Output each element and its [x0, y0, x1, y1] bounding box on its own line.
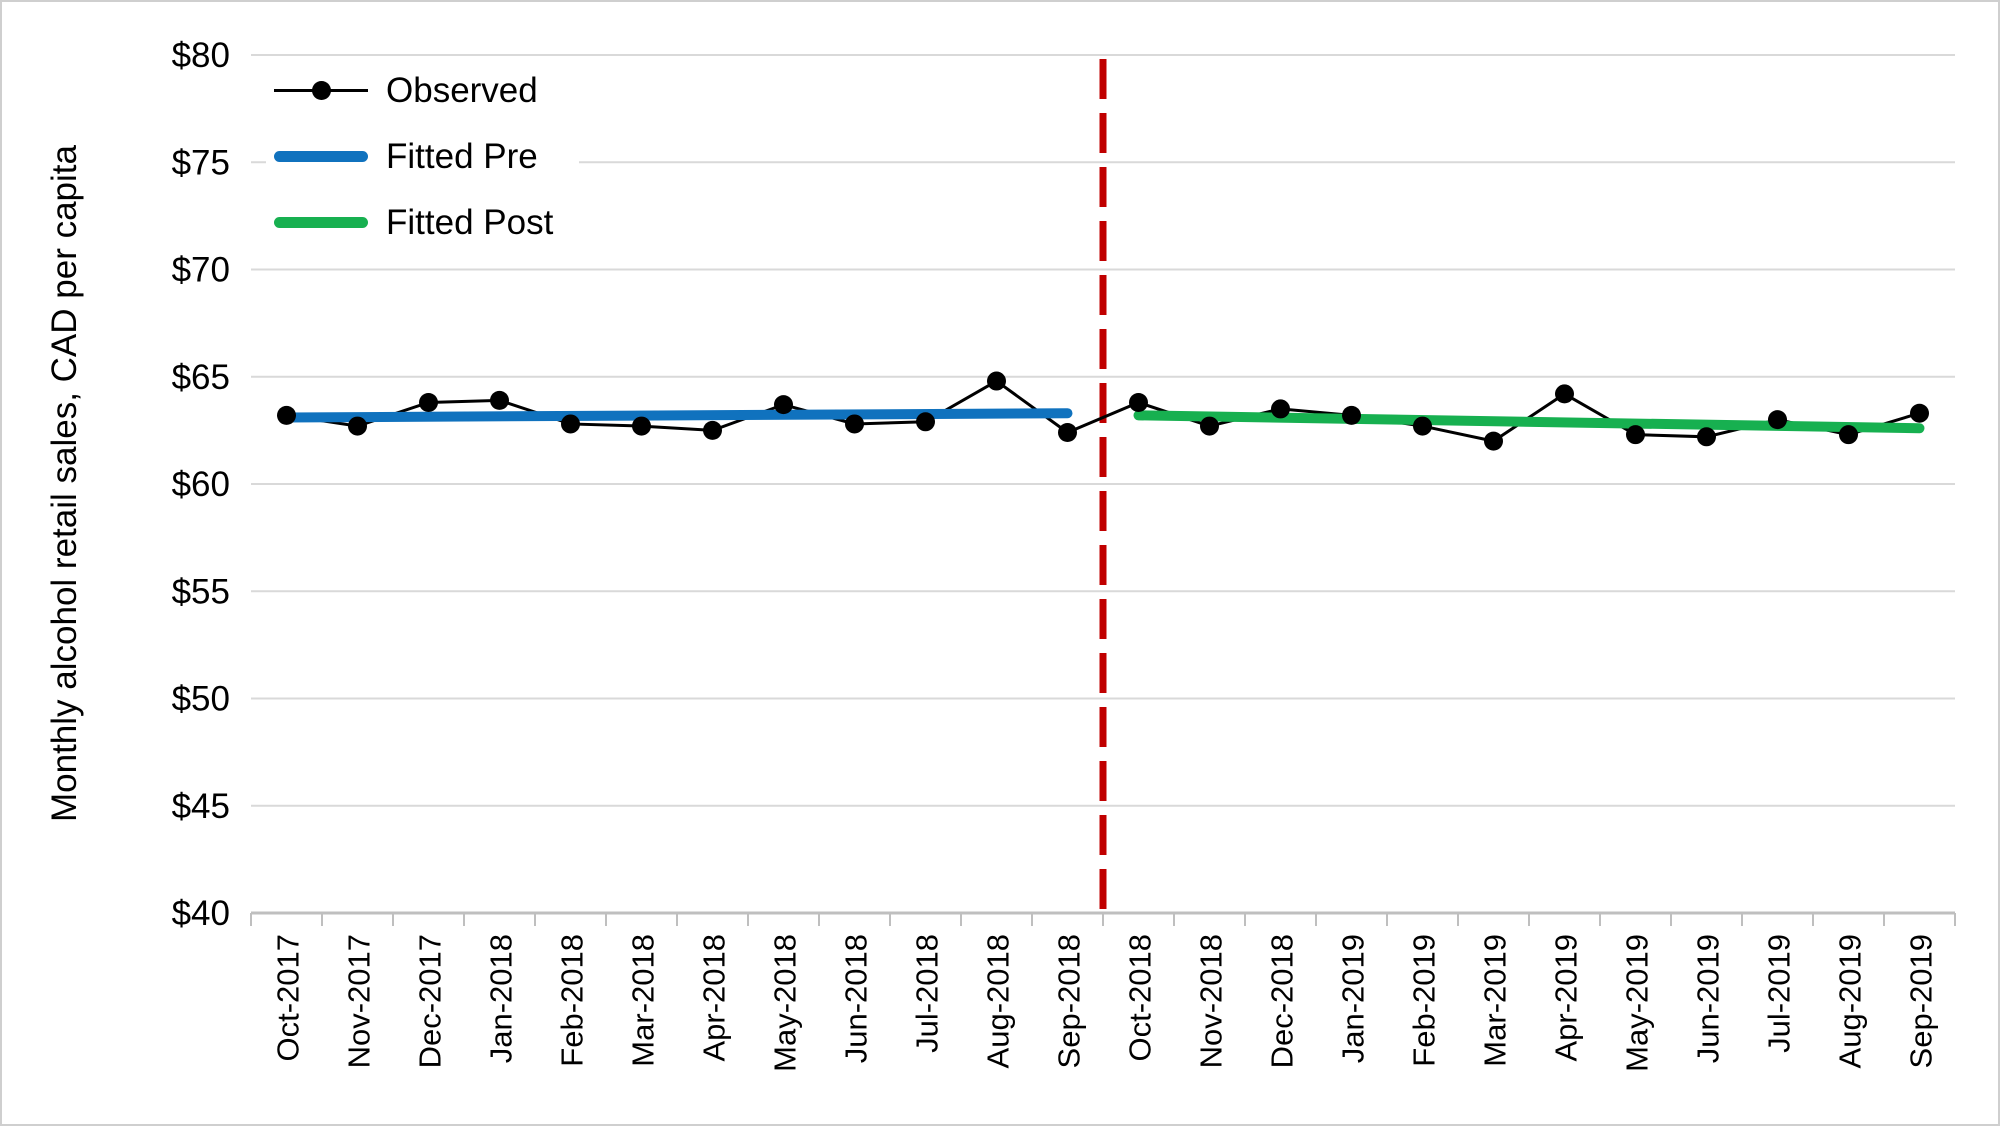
x-tick-label: May-2018	[768, 934, 803, 1072]
data-point-Jun-2019	[1697, 427, 1716, 447]
x-tick-label: Oct-2018	[1123, 934, 1158, 1062]
x-tick-label: Aug-2018	[981, 934, 1016, 1068]
data-point-Feb-2019	[1413, 416, 1432, 436]
data-point-Sep-2019	[1910, 403, 1929, 423]
legend-item-observed: Observed	[274, 64, 553, 116]
observed-line-marker-icon	[274, 79, 368, 101]
data-point-Nov-2017	[348, 416, 367, 436]
y-tick-label: $65	[172, 358, 230, 397]
data-point-Mar-2019	[1484, 431, 1503, 451]
data-point-May-2018	[774, 395, 793, 415]
y-tick-label: $75	[172, 143, 230, 182]
legend: Observed Fitted Pre Fitted Post	[266, 60, 580, 258]
data-point-Apr-2018	[703, 420, 722, 440]
x-tick-label: Jan-2019	[1336, 934, 1371, 1063]
y-axis-title: Monthly alcohol retail sales, CAD per ca…	[45, 145, 84, 823]
data-point-Dec-2017	[419, 392, 438, 412]
x-tick-label: Mar-2018	[626, 934, 661, 1067]
x-tick-label: Mar-2019	[1478, 934, 1513, 1067]
data-point-Jan-2019	[1342, 405, 1361, 425]
data-point-Oct-2018	[1129, 392, 1148, 412]
x-tick-label: Oct-2017	[271, 934, 306, 1062]
x-tick-label: Nov-2017	[342, 934, 377, 1068]
data-point-Jun-2018	[845, 414, 864, 434]
y-tick-label: $45	[172, 787, 230, 826]
fitted-pre-line-icon	[274, 145, 368, 167]
x-tick-label: Nov-2018	[1194, 934, 1229, 1068]
data-point-May-2019	[1626, 425, 1645, 445]
x-tick-label: Jan-2018	[484, 934, 519, 1063]
x-tick-label: Jun-2018	[839, 934, 874, 1063]
y-tick-label: $40	[172, 894, 230, 933]
x-tick-label: Jul-2018	[910, 934, 945, 1053]
x-tick-label: Apr-2019	[1549, 934, 1584, 1062]
legend-label-fitted-post: Fitted Post	[386, 202, 554, 242]
legend-item-fitted-pre: Fitted Pre	[274, 130, 553, 182]
data-point-Nov-2018	[1200, 416, 1219, 436]
x-tick-label: Feb-2019	[1407, 934, 1442, 1067]
data-point-Feb-2018	[561, 414, 580, 434]
data-point-Dec-2018	[1271, 399, 1290, 419]
x-tick-label: Feb-2018	[555, 934, 590, 1067]
y-tick-label: $70	[172, 251, 230, 290]
x-tick-label: Jul-2019	[1762, 934, 1797, 1053]
data-point-Aug-2019	[1839, 425, 1858, 445]
legend-label-fitted-pre: Fitted Pre	[386, 136, 538, 176]
data-point-Jan-2018	[490, 390, 509, 410]
y-tick-label: $55	[172, 572, 230, 611]
x-tick-label: May-2019	[1620, 934, 1655, 1072]
x-tick-label: Dec-2017	[413, 934, 448, 1068]
x-tick-label: Aug-2019	[1833, 934, 1868, 1068]
x-tick-label: Jun-2019	[1691, 934, 1726, 1063]
y-tick-label: $50	[172, 680, 230, 719]
fitted-post-line	[1133, 410, 1925, 434]
legend-item-fitted-post: Fitted Post	[274, 196, 553, 248]
x-tick-label: Sep-2018	[1052, 934, 1087, 1068]
x-tick-label: Dec-2018	[1265, 934, 1300, 1068]
y-tick-label: $60	[172, 465, 230, 504]
data-point-Mar-2018	[632, 416, 651, 436]
x-tick-label: Sep-2019	[1904, 934, 1939, 1068]
data-point-Apr-2019	[1555, 384, 1574, 404]
data-point-Aug-2018	[987, 371, 1006, 391]
data-point-Jul-2019	[1768, 410, 1787, 430]
fitted-pre-line	[281, 408, 1073, 423]
y-tick-label: $80	[172, 36, 230, 75]
x-tick-label: Apr-2018	[697, 934, 732, 1062]
fitted-post-line-icon	[274, 211, 368, 233]
data-point-Sep-2018	[1058, 423, 1077, 443]
data-point-Jul-2018	[916, 412, 935, 432]
data-point-Oct-2017	[277, 405, 296, 425]
legend-label-observed: Observed	[386, 70, 538, 110]
